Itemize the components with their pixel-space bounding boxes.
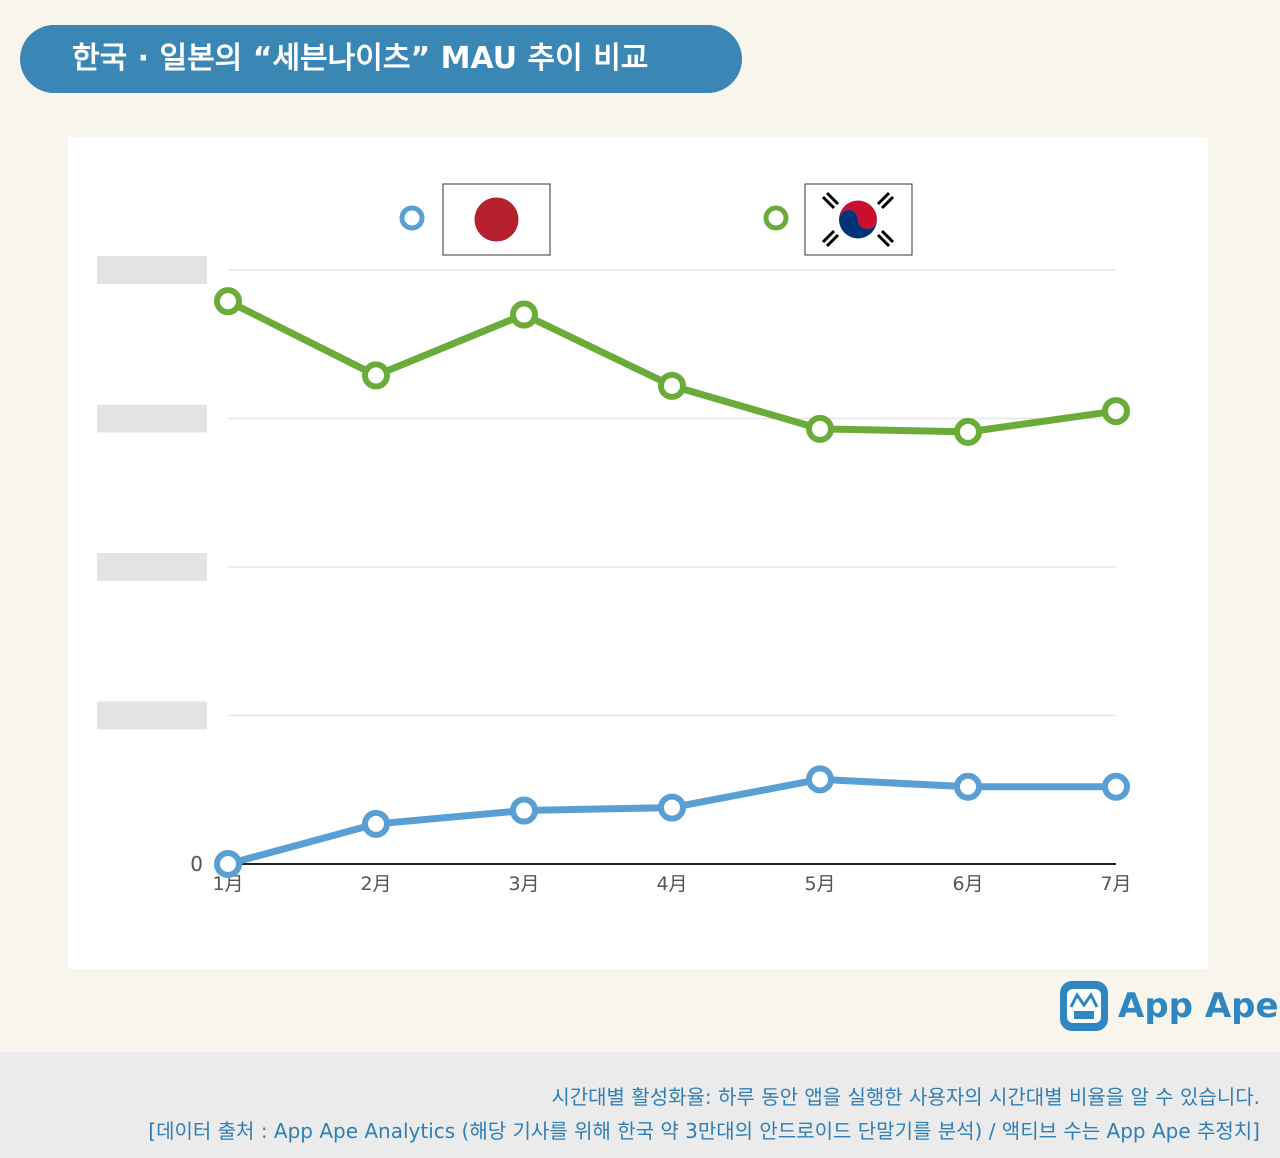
footer: 시간대별 활성화율: 하루 동안 앱을 실행한 사용자의 시간대별 비율을 알 …	[0, 1052, 1280, 1158]
data-point	[954, 772, 982, 801]
korea-flag-trigrams	[821, 191, 895, 248]
data-point	[214, 850, 242, 878]
data-point	[954, 417, 982, 446]
data-point	[510, 300, 538, 329]
legend	[442, 183, 913, 256]
blurred-tick-label	[97, 256, 207, 284]
x-tick-label: 2月	[360, 873, 391, 895]
footer-line: [데이터 출처 : App Ape Analytics (해당 기사를 위해 한…	[148, 1119, 1260, 1143]
data-point	[510, 796, 538, 825]
korea-flag-red	[839, 200, 877, 229]
data-point	[658, 793, 686, 822]
data-point	[806, 765, 834, 794]
logo: App Ape	[1058, 976, 1279, 1036]
x-tick-label: 7月	[1100, 873, 1131, 895]
x-tick-label: 6月	[952, 873, 983, 895]
blurred-tick-label	[97, 404, 207, 433]
x-tick-label: 5月	[804, 873, 835, 895]
data-point	[806, 414, 834, 443]
data-point	[1102, 772, 1130, 801]
series-line	[227, 775, 1116, 868]
title: 한국 · 일본의 “세븐나이츠” MAU 추이 비교	[20, 25, 742, 93]
blurred-tick-label	[97, 701, 207, 730]
japan-flag	[442, 183, 551, 256]
data-point	[214, 287, 242, 316]
series-line	[226, 298, 1117, 436]
blurred-tick-label	[97, 553, 207, 581]
x-tick-label: 1月	[212, 873, 243, 895]
logo-icon	[1060, 981, 1108, 1031]
logo-text: App Ape	[1118, 986, 1279, 1026]
footer-line: 시간대별 활성화율: 하루 동안 앱을 실행한 사용자의 시간대별 비율을 알 …	[551, 1085, 1260, 1109]
x-tick-label: 4月	[656, 873, 687, 895]
data-point	[362, 809, 390, 838]
data-point	[362, 361, 390, 390]
legend-marker	[763, 205, 789, 231]
y-tick-label: 0	[190, 852, 203, 876]
x-tick-label: 3月	[508, 873, 539, 895]
data-point	[658, 371, 686, 400]
korea-flag-blue	[839, 210, 877, 239]
data-point	[1102, 397, 1130, 426]
chart: 0 1月 2月 3月 4月 5月 6月 7月	[97, 183, 1132, 895]
japan-flag-circle	[474, 197, 519, 242]
legend-marker	[399, 205, 425, 231]
chart-area	[68, 137, 1208, 969]
